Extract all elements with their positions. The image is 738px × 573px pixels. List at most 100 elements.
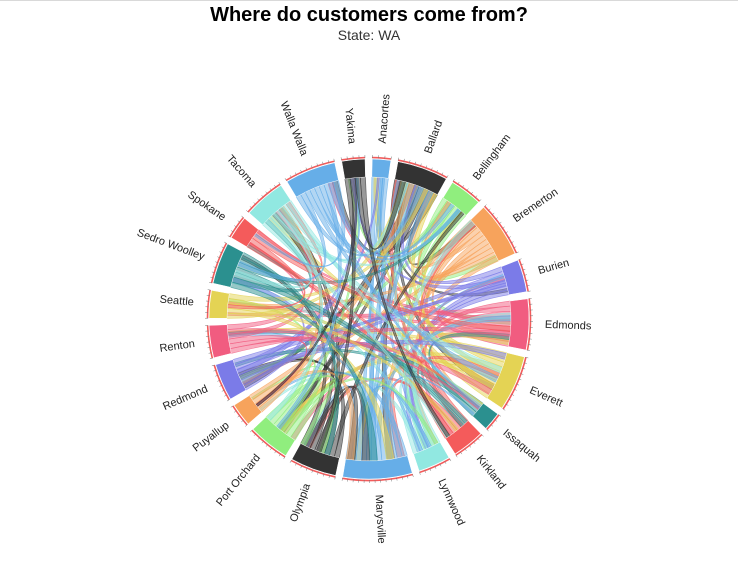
tick-lynnwood — [419, 471, 421, 475]
arc-puyallup[interactable] — [233, 395, 263, 425]
tick-burien — [522, 269, 526, 271]
tick-burien — [525, 279, 529, 281]
tick-olympia — [289, 459, 292, 463]
tick-burien — [523, 274, 527, 276]
tick-walla-walla — [289, 175, 292, 178]
tick-marysville — [412, 473, 414, 477]
tick-puyallup — [237, 415, 241, 418]
arc-spokane[interactable] — [230, 218, 259, 248]
chart-title: Where do customers come from? — [210, 4, 528, 26]
tick-bellingham — [466, 188, 469, 192]
arc-bremerton[interactable] — [470, 206, 516, 262]
arc-seattle[interactable] — [208, 290, 230, 319]
tick-port-orchard — [270, 447, 273, 451]
tick-walla-walla — [300, 169, 303, 173]
tick-sedro-woolley — [210, 276, 214, 279]
tick-lynnwood — [434, 465, 437, 469]
arc-marysville[interactable] — [342, 455, 413, 480]
tick-burien — [520, 263, 524, 266]
tick-bremerton — [513, 246, 517, 249]
city-label-redmond: Redmond — [161, 383, 210, 413]
tick-bremerton — [498, 221, 502, 225]
tick-tacoma — [246, 210, 249, 213]
tick-olympia — [300, 465, 303, 469]
arc-band-edmonds — [526, 298, 532, 351]
arc-issaquah[interactable] — [472, 402, 499, 429]
arc-tacoma[interactable] — [248, 185, 292, 226]
arc-renton[interactable] — [208, 324, 232, 359]
tick-everett — [523, 362, 527, 364]
tick-issaquah — [490, 424, 494, 427]
arc-redmond[interactable] — [215, 359, 247, 400]
tick-everett — [508, 398, 512, 401]
city-label-port-orchard: Port Orchard — [214, 452, 263, 509]
tick-lynnwood — [429, 468, 432, 471]
tick-bellingham — [461, 185, 465, 188]
tick-spokane — [230, 230, 234, 233]
tick-puyallup — [230, 405, 234, 408]
tick-sedro-woolley — [211, 271, 215, 274]
tick-bremerton — [510, 241, 514, 244]
tick-redmond — [224, 394, 228, 397]
tick-port-orchard — [265, 444, 269, 447]
tick-redmond — [211, 364, 215, 367]
tick-tacoma — [249, 206, 253, 209]
city-label-bellingham: Bellingham — [471, 132, 514, 183]
arc-sedro-woolley[interactable] — [212, 243, 244, 288]
tick-tacoma — [265, 191, 268, 195]
tick-bellingham — [474, 195, 478, 199]
city-label-marysville: Marysville — [373, 494, 388, 543]
tick-tacoma — [269, 188, 272, 191]
tick-walla-walla — [295, 172, 297, 176]
arc-lynnwood[interactable] — [413, 441, 450, 472]
arc-port-orchard[interactable] — [252, 416, 296, 456]
tick-ballard — [425, 165, 428, 169]
arc-ballard[interactable] — [394, 161, 447, 195]
tick-ballard — [420, 163, 422, 167]
tick-issaquah — [494, 419, 498, 422]
tick-olympia — [322, 473, 325, 477]
arc-edmonds[interactable] — [508, 298, 530, 351]
tick-port-orchard — [274, 450, 277, 454]
tick-spokane — [241, 215, 244, 218]
arc-kirkland[interactable] — [445, 420, 482, 455]
tick-sedro-woolley — [217, 256, 221, 259]
ribbon-layer — [226, 176, 512, 462]
tick-olympia — [328, 475, 330, 479]
tick-kirkland — [481, 434, 484, 437]
tick-kirkland — [468, 444, 472, 448]
tick-renton — [207, 347, 211, 349]
tick-ballard — [446, 175, 449, 179]
tick-sedro-woolley — [219, 251, 223, 254]
tick-tacoma — [253, 202, 256, 205]
tick-bremerton — [491, 212, 495, 216]
tick-port-orchard — [278, 453, 281, 457]
tick-everett — [522, 367, 526, 370]
arc-anacortes[interactable] — [371, 158, 392, 179]
tick-redmond — [215, 374, 219, 377]
tick-issaquah — [486, 428, 489, 432]
arc-burien[interactable] — [500, 259, 527, 296]
tick-tacoma — [261, 194, 264, 198]
tick-port-orchard — [261, 440, 264, 444]
city-label-spokane: Spokane — [185, 189, 228, 224]
arc-walla-walla[interactable] — [286, 162, 339, 198]
arc-bellingham[interactable] — [442, 182, 479, 216]
city-label-puyallup: Puyallup — [191, 420, 232, 455]
tick-bellingham — [457, 181, 460, 185]
tick-everett — [525, 357, 529, 359]
tick-tacoma — [278, 181, 281, 185]
arc-olympia[interactable] — [291, 443, 340, 476]
arc-band-marysville — [342, 473, 413, 482]
tick-sedro-woolley — [213, 266, 217, 268]
tick-bremerton — [502, 226, 505, 229]
tick-marysville — [407, 475, 409, 479]
tick-kirkland — [455, 454, 458, 458]
tick-walla-walla — [311, 165, 313, 169]
arc-everett[interactable] — [486, 352, 525, 409]
tick-ballard — [436, 169, 438, 173]
tick-bremerton — [515, 251, 519, 254]
tick-tacoma — [274, 184, 277, 188]
arc-yakima[interactable] — [341, 158, 366, 180]
